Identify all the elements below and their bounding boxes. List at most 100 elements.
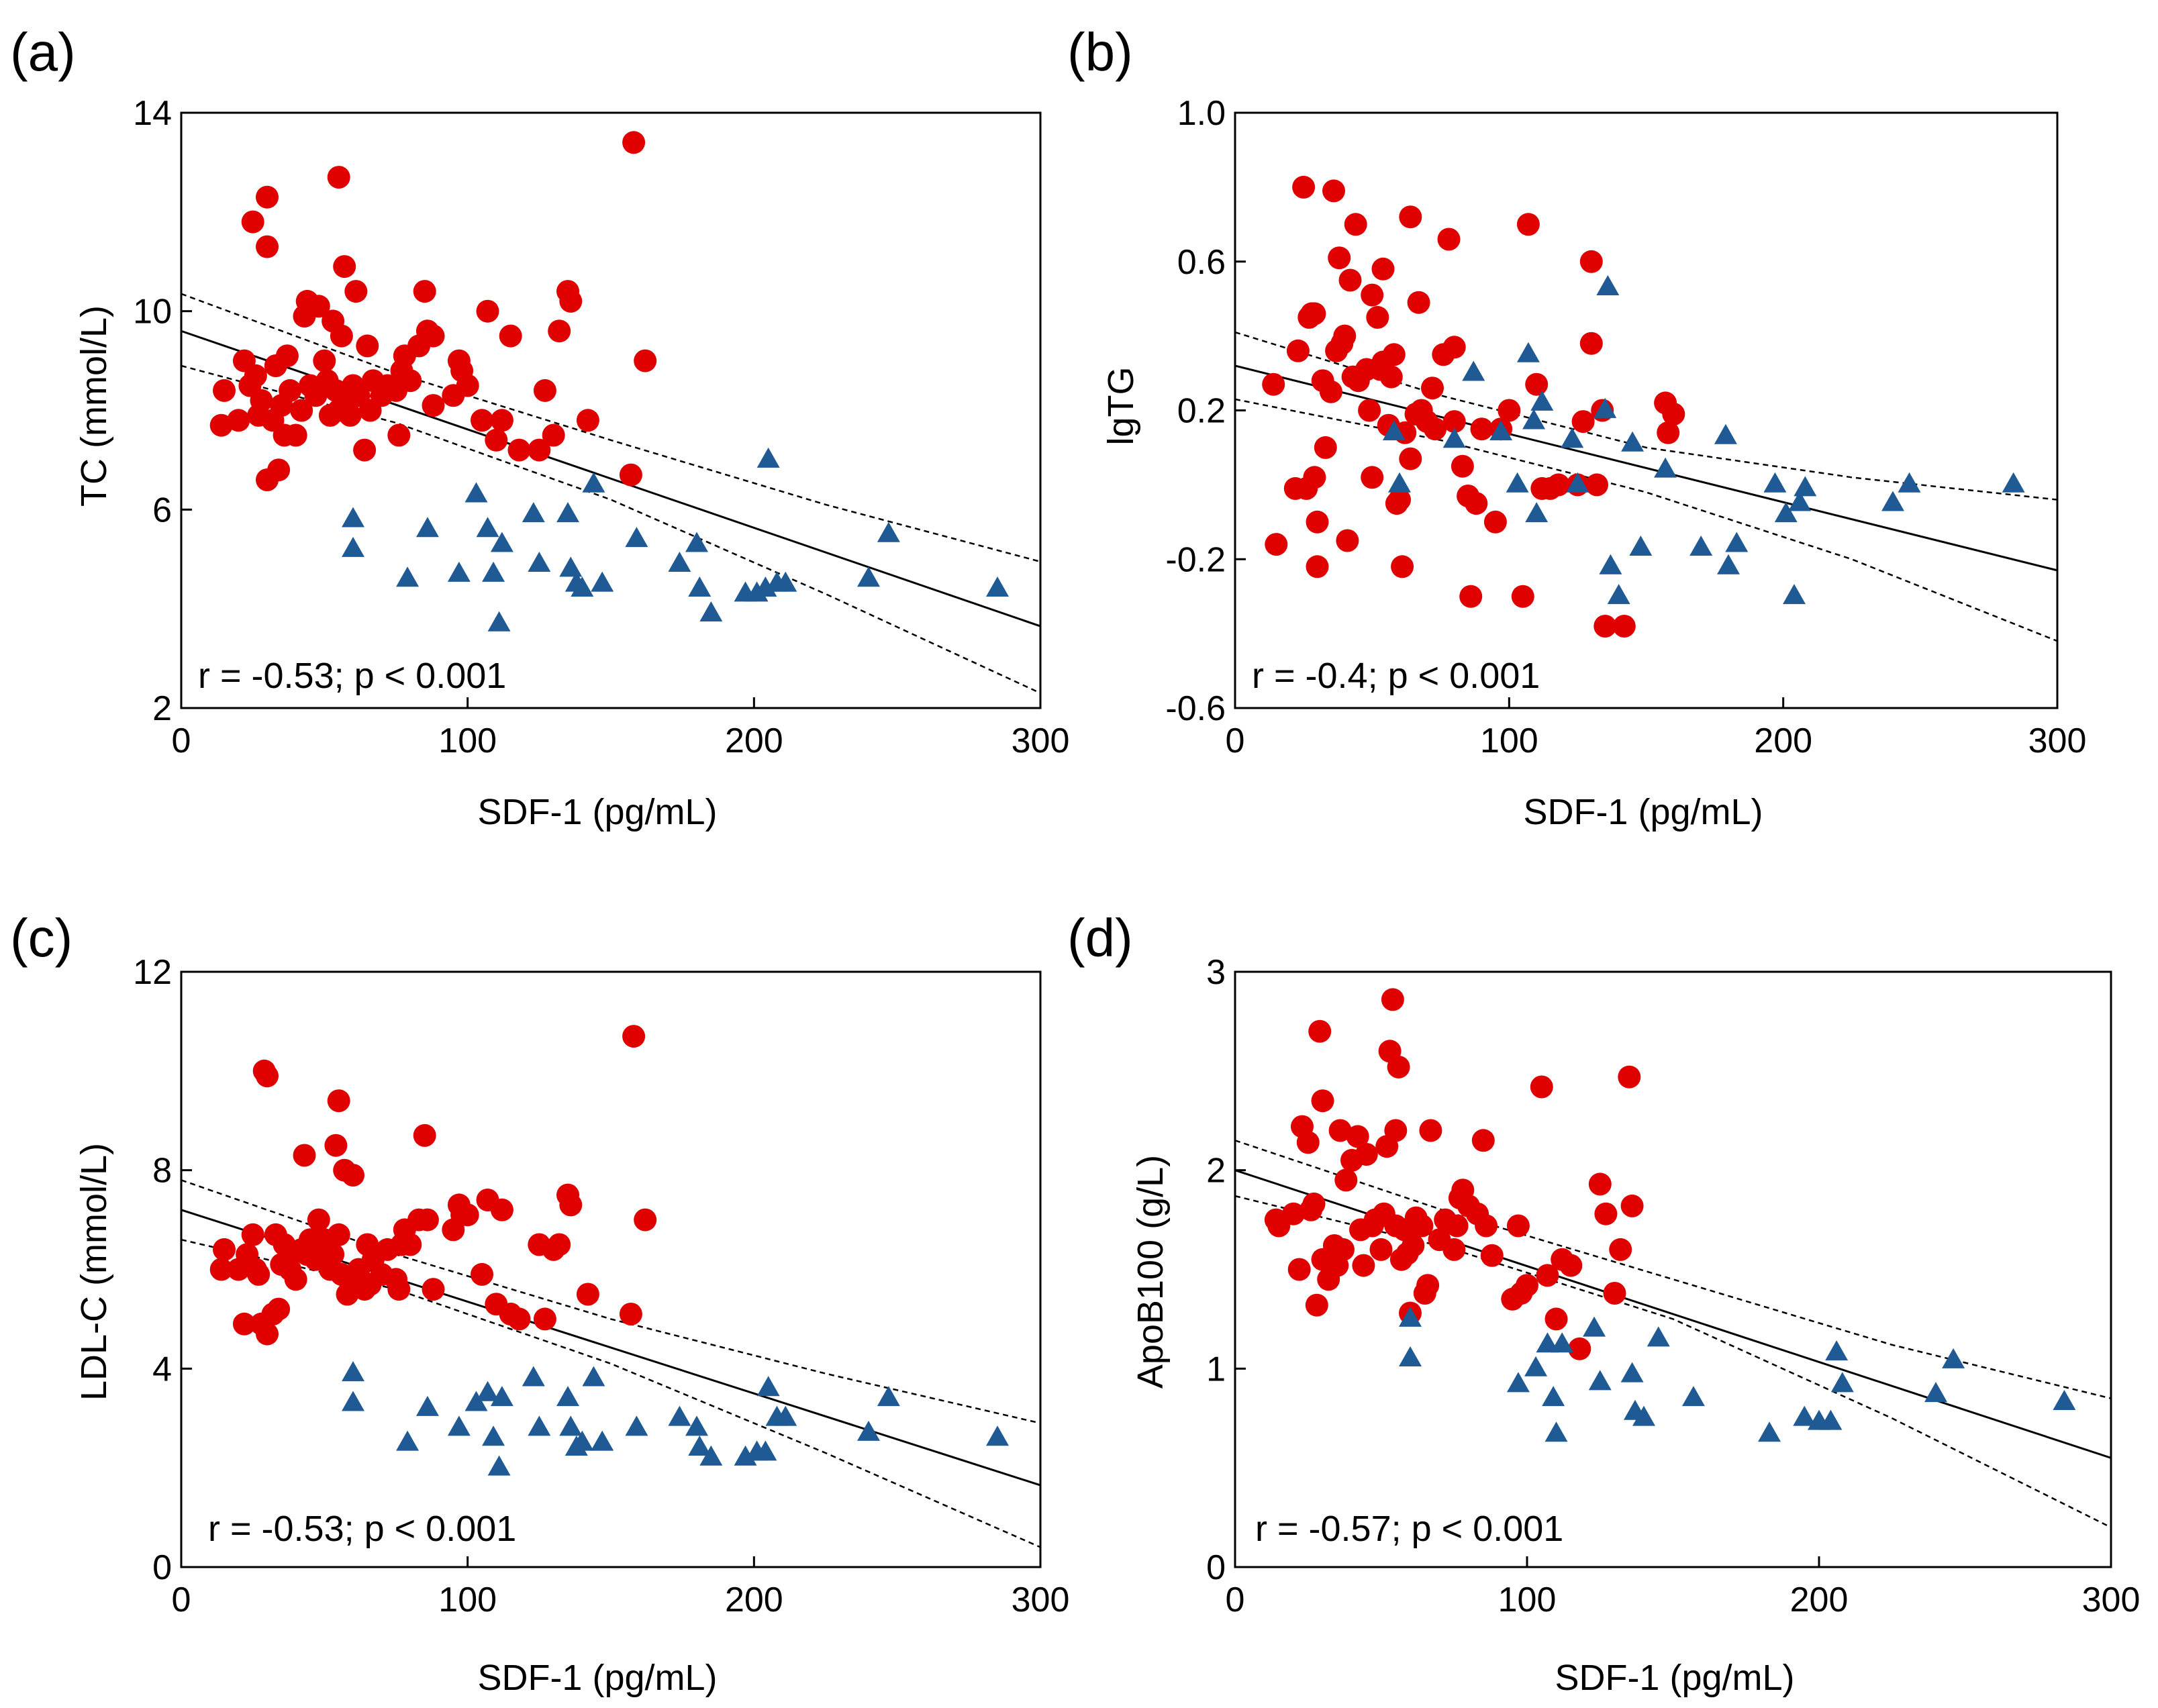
panel-d-point-triangle: [1399, 1306, 1422, 1327]
panel-d-ytick-label: 1: [1206, 1350, 1226, 1389]
panel-d-point-triangle: [2053, 1389, 2076, 1410]
panel-b-ytick-label: 1.0: [1177, 94, 1226, 133]
panel-d-point-triangle: [1506, 1372, 1530, 1393]
panel-c-point-circle: [256, 1322, 279, 1346]
panel-b-xtick-label: 300: [2028, 721, 2087, 760]
panel-d-point-circle: [1442, 1238, 1466, 1261]
panel-a-point-circle: [413, 280, 436, 303]
panel-a-point-circle: [476, 299, 499, 323]
panel-d-point-triangle: [1632, 1405, 1655, 1426]
panel-a-point-triangle: [528, 552, 551, 572]
panel-d-point-circle: [1506, 1214, 1530, 1238]
panel-b-point-triangle: [1621, 431, 1645, 452]
panel-a-point-triangle: [582, 472, 605, 493]
panel-a-point-triangle: [668, 552, 691, 572]
panel-c-point-circle: [387, 1278, 411, 1301]
panel-c-point-circle: [533, 1307, 556, 1331]
panel-b-point-circle: [1442, 410, 1466, 434]
panel-b-point-circle: [1388, 488, 1411, 511]
panel-d-point-circle: [1618, 1065, 1641, 1089]
panel-a-point-circle: [344, 280, 368, 303]
panel-c-xlabel: SDF-1 (pg/mL): [477, 1658, 717, 1698]
panel-a-point-circle: [528, 438, 551, 462]
panel-a-point-circle: [256, 185, 279, 209]
panel-a-point-triangle: [877, 521, 900, 542]
panel-b-ytick-label: -0.6: [1165, 689, 1226, 728]
panel-a-point-triangle: [756, 447, 780, 468]
panel-a-xlabel: SDF-1 (pg/mL): [477, 792, 717, 832]
panel-b-label: (b): [1067, 22, 1133, 82]
panel-a-point-circle: [499, 324, 522, 348]
panel-d-point-circle: [1402, 1234, 1425, 1257]
panel-c-ytick-label: 8: [152, 1152, 172, 1191]
panel-c-annotation: r = -0.53; p < 0.001: [208, 1509, 516, 1549]
panel-d-point-circle: [1410, 1214, 1434, 1238]
panel-d-point-circle: [1559, 1254, 1583, 1277]
panel-b-point-triangle: [2002, 472, 2025, 493]
panel-a-point-circle: [507, 438, 531, 462]
panel-b-point-circle: [1470, 417, 1493, 441]
panel-d-point-circle: [1302, 1192, 1326, 1215]
panel-d-point-triangle: [1825, 1340, 1849, 1361]
panel-b-point-circle: [1571, 410, 1595, 434]
panel-d-point-circle: [1332, 1238, 1355, 1261]
panel-c-point-triangle: [756, 1376, 780, 1397]
panel-c-point-circle: [399, 1233, 422, 1256]
panel-c-point-triangle: [688, 1436, 712, 1456]
panel-c-point-triangle: [685, 1415, 708, 1436]
panel-a-point-circle: [356, 334, 379, 358]
panel-b-xlabel: SDF-1 (pg/mL): [1523, 792, 1763, 832]
panel-d-point-circle: [1296, 1131, 1320, 1154]
panel-a-point-circle: [256, 235, 279, 258]
panel-d-xlabel: SDF-1 (pg/mL): [1555, 1658, 1794, 1698]
panel-d-point-circle: [1620, 1194, 1644, 1217]
panel-b-point-triangle: [1382, 420, 1406, 441]
panel-d-point-circle: [1530, 1075, 1553, 1099]
panel-b-point-circle: [1459, 585, 1483, 608]
panel-b-ylabel: lgTG: [1101, 366, 1141, 445]
panel-a-ytick-label: 10: [133, 293, 172, 332]
panel-b-point-triangle: [1593, 397, 1617, 418]
panel-b-point-circle: [1306, 555, 1329, 579]
panel-a-point-triangle: [415, 517, 439, 538]
panel-d-point-circle: [1282, 1202, 1305, 1225]
panel-b-point-circle: [1662, 403, 1685, 425]
panel-a-point-circle: [490, 409, 513, 432]
panel-a-point-triangle: [688, 576, 712, 597]
panel-b-ytick-label: 0.6: [1177, 243, 1226, 282]
panel-b-point-circle: [1437, 228, 1461, 251]
panel-d-ylabel: ApoB100 (g/L): [1130, 1155, 1171, 1389]
panel-a-point-circle: [548, 319, 571, 343]
panel-c-point-triangle: [754, 1440, 777, 1461]
panel-c-point-circle: [619, 1303, 642, 1325]
panel-d-point-circle: [1346, 1125, 1369, 1148]
panel-d-ytick-label: 3: [1206, 953, 1226, 992]
panel-b-point-circle: [1421, 376, 1444, 400]
panel-d-point-triangle: [1681, 1386, 1705, 1407]
panel-d-point-circle: [1387, 1055, 1410, 1078]
panel-c-point-triangle: [342, 1361, 364, 1382]
panel-b-point-triangle: [1530, 390, 1554, 411]
panel-b-xtick-label: 200: [1754, 721, 1812, 760]
panel-b-point-circle: [1371, 257, 1395, 281]
panel-b-point-circle: [1358, 399, 1381, 422]
panel-c-point-circle: [232, 1312, 256, 1336]
panel-b-point-circle: [1303, 302, 1326, 325]
panel-a-point-triangle: [774, 571, 797, 592]
panel-a-point-circle: [279, 379, 302, 402]
panel-a-point-circle: [576, 409, 599, 432]
panel-a-xtick-label: 200: [725, 721, 783, 760]
panel-a-point-triangle: [591, 571, 614, 592]
panel-d-point-triangle: [1588, 1370, 1612, 1391]
panel-a-point-circle: [485, 428, 508, 452]
panel-d-point-triangle: [1942, 1348, 1965, 1368]
panel-c-point-circle: [327, 1089, 350, 1113]
panel-c-point-circle: [209, 1258, 233, 1281]
panel-d-point-triangle: [1544, 1421, 1568, 1442]
panel-b-point-circle: [1525, 372, 1549, 396]
panel-a-ytick-label: 14: [133, 94, 172, 133]
panel-b: (b) SDF-1 (pg/mL) lgTG 0 100 200 300 -0.6 -0.…: [1067, 22, 2086, 832]
panel-a-point-circle: [213, 379, 236, 402]
panel-b-point-circle: [1361, 466, 1384, 489]
panel-c-point-triangle: [556, 1386, 579, 1407]
